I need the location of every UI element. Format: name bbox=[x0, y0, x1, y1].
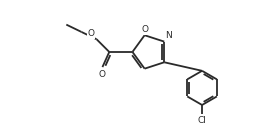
Text: O: O bbox=[141, 25, 148, 34]
Text: O: O bbox=[99, 70, 106, 79]
Text: N: N bbox=[165, 31, 172, 40]
Text: Cl: Cl bbox=[198, 116, 206, 125]
Text: O: O bbox=[88, 29, 95, 38]
